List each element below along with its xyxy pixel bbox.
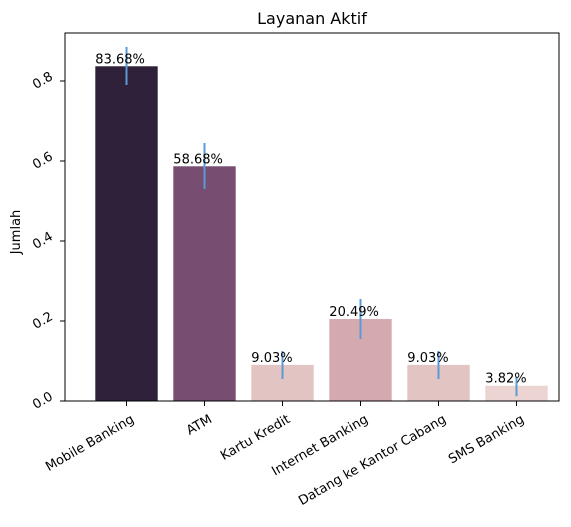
- y-tick-label-0: 0.0: [30, 389, 55, 412]
- y-tick-label-4: 0.8: [30, 69, 55, 92]
- data-label-5: 3.82%: [485, 372, 526, 387]
- data-label-1: 58.68%: [173, 152, 223, 167]
- data-label-0: 83.68%: [95, 52, 145, 67]
- y-ticks-layer: 0.0 0.2 0.4 0.6 0.8: [30, 69, 65, 413]
- data-label-3: 20.49%: [329, 305, 379, 320]
- x-tick-label-2: Kartu Kredit: [218, 412, 293, 464]
- bar-0: [95, 66, 158, 401]
- plot-frame: [64, 32, 560, 402]
- x-tick-label-5: SMS Banking: [446, 412, 527, 467]
- y-tick-label-1: 0.2: [30, 309, 55, 332]
- data-label-2: 9.03%: [251, 351, 292, 366]
- y-tick-label-2: 0.4: [30, 229, 55, 252]
- y-axis-label: Jumlah: [9, 210, 24, 256]
- y-tick-label-3: 0.6: [30, 149, 55, 172]
- chart-title: Layanan Aktif: [257, 9, 367, 28]
- x-tick-label-0: Mobile Banking: [43, 412, 137, 475]
- x-tick-label-1: ATM: [184, 412, 215, 439]
- x-tick-label-4: Datang ke Kantor Cabang: [296, 412, 449, 509]
- data-labels-layer: 83.68% 58.68% 9.03% 20.49% 9.03% 3.82%: [95, 52, 526, 386]
- bar-1: [173, 166, 236, 401]
- data-label-4: 9.03%: [407, 351, 448, 366]
- error-bars-layer: [125, 47, 518, 397]
- bars-layer: [95, 66, 548, 401]
